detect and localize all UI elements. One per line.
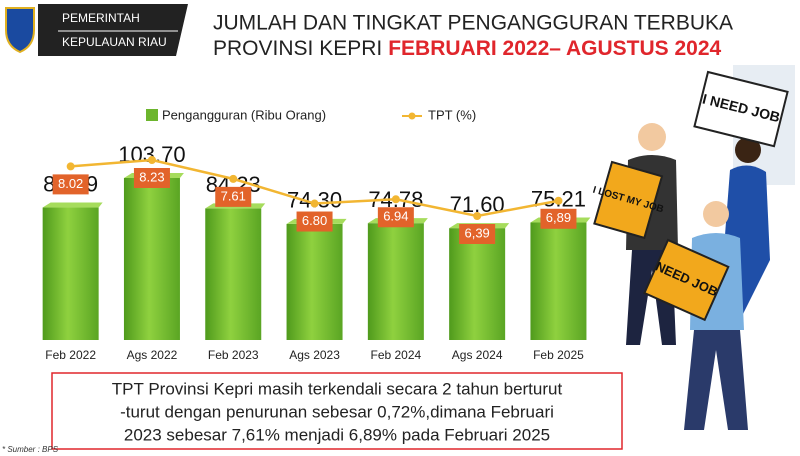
head (735, 137, 761, 163)
bar (530, 222, 587, 340)
bar (449, 228, 506, 340)
tpt-label-box (459, 224, 496, 244)
subtitle-highlight: FEBRUARI 2022– AGUSTUS 2024 (388, 37, 721, 60)
tpt-point (473, 212, 482, 220)
sign-board (643, 238, 730, 322)
tpt-point (147, 156, 156, 164)
tpt-value-label: 6,39 (464, 225, 489, 240)
sign-1: I NEED JOB (693, 70, 789, 148)
org-banner (38, 4, 188, 56)
head (703, 201, 729, 227)
org-line1: PEMERINTAH (62, 11, 140, 25)
chart-subtitle: PROVINSI KEPRI FEBRUARI 2022– AGUSTUS 202… (213, 37, 722, 60)
x-tick-label: Ags 2023 (289, 348, 340, 362)
tpt-point (391, 195, 400, 204)
x-tick-label: Feb 2024 (370, 348, 421, 362)
bar (123, 178, 180, 340)
x-tick-label: Ags 2024 (452, 348, 503, 362)
x-tick-label: Feb 2025 (533, 348, 584, 362)
tpt-value-label: 6.94 (383, 209, 408, 224)
logo (5, 7, 35, 54)
note-line: TPT Provinsi Kepri masih terkendali seca… (112, 379, 563, 398)
note-box (51, 372, 623, 450)
sign-3: NEED JOB (643, 238, 730, 322)
subtitle-text: PROVINSI KEPRI (213, 37, 382, 60)
tpt-point (554, 196, 563, 205)
note-line: 2023 sebesar 7,61% menjadi 6,89% pada Fe… (124, 425, 550, 444)
tpt-point (310, 199, 319, 208)
tpt-label-box (377, 207, 414, 228)
chart-title: JUMLAH DAN TINGKAT PENGANGGURAN TERBUKA (213, 12, 733, 35)
sign-2: I LOST MY JOB (591, 160, 665, 240)
tpt-value-label: 6.80 (302, 213, 327, 228)
legend-swatch (146, 109, 158, 121)
tpt-label-box (52, 174, 89, 195)
tpt-label-box (296, 211, 333, 232)
x-tick-label: Feb 2023 (208, 348, 259, 362)
x-tick-label: Ags 2022 (127, 348, 178, 362)
bar (205, 208, 262, 340)
tpt-value-label: 8.23 (139, 169, 164, 184)
legs (684, 330, 748, 430)
source: * Sumber : BPS (2, 445, 59, 454)
bar-top (42, 202, 103, 208)
tpt-point (66, 162, 75, 171)
note-line: -turut dengan penurunan sebesar 0,72%,di… (120, 402, 554, 421)
tpt-value-label: 7.61 (221, 188, 246, 203)
tpt-label-box (540, 208, 577, 229)
sign-board (593, 160, 664, 240)
bar (367, 223, 424, 340)
chart: Pengangguran (Ribu Orang)TPT (%)84.79Feb… (42, 107, 591, 362)
tpt-value-label: 6,89 (546, 210, 571, 225)
tpt-label-box (215, 186, 252, 207)
tpt-point (229, 174, 238, 183)
org-line2: KEPULAUAN RIAU (62, 35, 167, 49)
x-tick-label: Feb 2022 (45, 348, 96, 362)
head (638, 123, 666, 151)
tpt-value-label: 8.02 (58, 176, 83, 191)
tpt-label-box (133, 168, 170, 188)
bar (286, 223, 343, 340)
legend-swatch (408, 112, 416, 120)
legend-label: TPT (%) (428, 107, 476, 122)
legend-label: Pengangguran (Ribu Orang) (162, 107, 326, 122)
bar (42, 207, 99, 340)
sign-board (693, 70, 789, 148)
